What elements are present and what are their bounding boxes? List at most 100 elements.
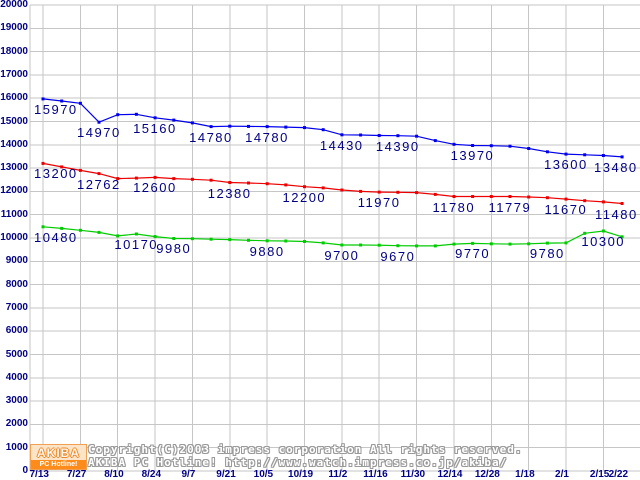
data-point-marker bbox=[508, 144, 512, 148]
series-value-label: 13480 bbox=[594, 159, 638, 175]
data-point-marker bbox=[321, 128, 325, 132]
data-point-marker bbox=[489, 144, 493, 148]
y-tick-label: 5000 bbox=[5, 348, 28, 360]
data-point-marker bbox=[265, 125, 269, 129]
data-point-marker bbox=[564, 152, 568, 156]
series-value-label: 13970 bbox=[450, 148, 495, 164]
data-point-marker bbox=[321, 241, 325, 245]
series-value-label: 15970 bbox=[34, 101, 78, 117]
y-tick-label: 3000 bbox=[5, 395, 28, 407]
x-tick-label: 7/13 bbox=[29, 469, 49, 480]
series-value-label: 11670 bbox=[544, 202, 588, 218]
data-point-marker bbox=[78, 228, 82, 232]
y-tick-label: 19000 bbox=[0, 22, 28, 34]
series-value-label: 14970 bbox=[77, 125, 121, 141]
data-point-marker bbox=[583, 199, 587, 203]
data-point-marker bbox=[134, 112, 138, 116]
data-point-marker bbox=[359, 133, 363, 137]
x-tick-label: 8/24 bbox=[141, 469, 162, 480]
data-point-marker bbox=[620, 235, 624, 239]
data-point-marker bbox=[41, 161, 45, 165]
y-tick-label: 17000 bbox=[0, 68, 28, 80]
data-point-marker bbox=[60, 165, 64, 169]
y-tick-label: 15000 bbox=[0, 115, 28, 127]
data-point-marker bbox=[471, 241, 475, 245]
data-point-marker bbox=[247, 238, 250, 242]
series-green-markers bbox=[41, 225, 624, 248]
y-tick-label: 11000 bbox=[0, 208, 28, 220]
x-tick-label: 9/21 bbox=[216, 469, 236, 480]
data-point-marker bbox=[620, 155, 624, 159]
data-point-marker bbox=[134, 232, 138, 236]
data-point-marker bbox=[228, 124, 232, 128]
akiba-pc-hotline-logo: AKIBA PC Hotline! bbox=[30, 444, 87, 470]
y-tick-label: 4000 bbox=[5, 371, 28, 383]
data-point-marker bbox=[190, 237, 194, 241]
data-point-marker bbox=[116, 234, 120, 238]
data-point-marker bbox=[41, 225, 45, 229]
data-point-marker bbox=[247, 124, 250, 128]
data-point-marker bbox=[508, 242, 512, 246]
data-point-marker bbox=[545, 241, 549, 245]
y-tick-label: 7000 bbox=[5, 301, 28, 313]
x-tick-label: 2/1 bbox=[555, 469, 569, 480]
data-point-marker bbox=[433, 192, 437, 196]
data-point-marker bbox=[433, 139, 437, 143]
data-point-marker bbox=[303, 185, 306, 189]
series-red-markers bbox=[41, 161, 624, 205]
series-value-label: 14430 bbox=[319, 137, 364, 153]
data-point-marker bbox=[340, 243, 344, 247]
data-point-marker bbox=[601, 154, 605, 157]
data-point-marker bbox=[377, 190, 381, 194]
series-value-label: 9770 bbox=[455, 246, 491, 262]
data-point-marker bbox=[284, 239, 288, 243]
data-point-marker bbox=[583, 231, 587, 235]
data-point-marker bbox=[303, 126, 306, 130]
data-point-marker bbox=[303, 240, 306, 243]
data-point-marker bbox=[116, 177, 120, 181]
data-point-marker bbox=[172, 177, 176, 181]
data-point-marker bbox=[265, 182, 269, 186]
data-point-marker bbox=[489, 242, 493, 246]
series-value-label: 11480 bbox=[595, 206, 638, 222]
data-point-marker bbox=[97, 230, 101, 234]
data-point-marker bbox=[209, 237, 213, 241]
data-point-marker bbox=[41, 97, 45, 101]
x-tick-label: 12/28 bbox=[474, 469, 500, 480]
data-point-marker bbox=[471, 195, 475, 198]
series-value-label: 13200 bbox=[34, 166, 78, 182]
y-tick-label: 16000 bbox=[0, 92, 28, 104]
series-value-label: 11970 bbox=[357, 195, 401, 211]
data-point-marker bbox=[190, 121, 194, 125]
y-tick-label: 12000 bbox=[0, 185, 28, 197]
y-tick-label: 1000 bbox=[5, 441, 28, 453]
y-tick-label: 0 bbox=[22, 465, 28, 476]
data-point-marker bbox=[340, 133, 344, 137]
data-point-marker bbox=[415, 191, 419, 195]
data-point-marker bbox=[359, 243, 363, 247]
data-point-marker bbox=[564, 197, 568, 201]
data-point-marker bbox=[396, 244, 400, 248]
series-value-label: 9980 bbox=[156, 241, 192, 257]
data-point-marker bbox=[265, 239, 269, 243]
series-value-label: 14780 bbox=[189, 129, 233, 145]
series-value-label: 12762 bbox=[77, 176, 121, 192]
data-point-marker bbox=[97, 120, 101, 124]
data-point-marker bbox=[78, 101, 82, 105]
data-point-marker bbox=[489, 195, 493, 198]
series-green-line bbox=[42, 226, 623, 247]
x-tick-label: 10/5 bbox=[253, 469, 274, 480]
x-tick-label: 10/19 bbox=[288, 469, 314, 480]
x-tick-label: 1/18 bbox=[515, 469, 535, 480]
y-tick-label: 18000 bbox=[0, 45, 28, 57]
series-value-label: 13600 bbox=[544, 157, 588, 173]
data-point-marker bbox=[620, 202, 624, 205]
y-tick-label: 10000 bbox=[0, 232, 28, 243]
x-tick-label: 11/30 bbox=[400, 469, 426, 480]
data-point-marker bbox=[190, 177, 194, 181]
series-value-label: 10170 bbox=[114, 237, 159, 253]
data-point-marker bbox=[601, 229, 605, 233]
data-point-marker bbox=[545, 196, 549, 200]
logo-pc-hotline-text: PC Hotline! bbox=[31, 460, 86, 469]
